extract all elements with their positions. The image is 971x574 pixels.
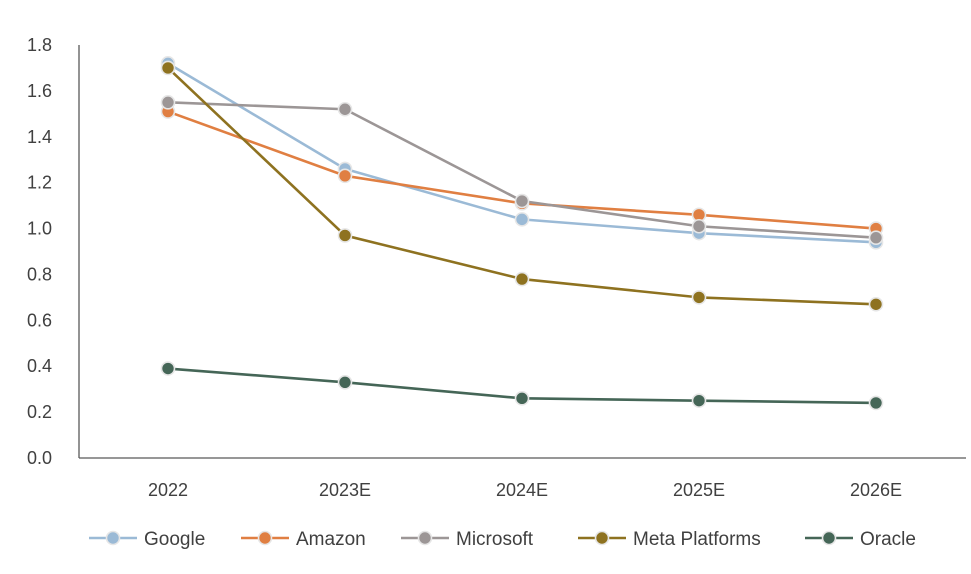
x-tick-label: 2026E <box>850 480 902 500</box>
data-point-microsoft <box>160 95 176 110</box>
legend-label: Amazon <box>296 529 366 550</box>
legend-swatch-marker <box>105 530 121 546</box>
y-tick-label: 1.6 <box>27 81 52 101</box>
legend-item-microsoft: Microsoft <box>401 529 534 550</box>
legend-swatch-marker <box>821 530 837 546</box>
y-tick-label: 0.0 <box>27 448 52 468</box>
y-tick-label: 0.4 <box>27 356 52 376</box>
legend-item-amazon: Amazon <box>241 529 366 550</box>
data-point-google <box>514 212 530 227</box>
y-tick-label: 1.0 <box>27 219 52 239</box>
data-point-meta-platforms <box>337 228 353 243</box>
data-point-microsoft <box>514 193 530 209</box>
legend-label: Microsoft <box>456 529 534 550</box>
legend-swatch-marker <box>257 530 273 546</box>
x-tick-label: 2024E <box>496 480 548 500</box>
data-point-oracle <box>691 393 707 408</box>
legend-label: Oracle <box>860 529 916 550</box>
y-tick-label: 1.8 <box>27 35 52 55</box>
x-tick-label: 2022 <box>148 480 188 500</box>
data-point-meta-platforms <box>868 296 884 312</box>
y-tick-label: 0.2 <box>27 402 52 422</box>
data-point-meta-platforms <box>160 60 176 76</box>
legend-item-oracle: Oracle <box>805 529 916 550</box>
legend-item-google: Google <box>89 529 205 550</box>
series-group <box>160 56 884 411</box>
data-point-oracle <box>337 374 353 390</box>
series-line-meta-platforms <box>167 67 877 306</box>
legend: Google Amazon Microsoft Meta Platforms Oracl… <box>89 529 916 550</box>
legend-swatch-marker <box>594 530 610 546</box>
legend-item-meta-platforms: Meta Platforms <box>578 529 761 550</box>
data-point-microsoft <box>337 101 353 117</box>
y-tick-label: 0.8 <box>27 264 52 284</box>
data-point-meta-platforms <box>514 271 530 287</box>
data-point-oracle <box>868 395 884 411</box>
data-point-oracle <box>160 361 176 376</box>
x-tick-label: 2025E <box>673 480 725 500</box>
data-point-microsoft <box>868 230 884 246</box>
legend-label: Meta Platforms <box>633 529 761 550</box>
y-tick-label: 1.4 <box>27 127 52 147</box>
y-tick-label: 1.2 <box>27 173 52 193</box>
data-point-amazon <box>337 168 353 184</box>
axes: 0.0 0.2 0.4 0.6 0.8 1.0 1.2 1.4 1.6 1.8 2022 2023E 2… <box>27 35 966 500</box>
x-tick-label: 2023E <box>319 480 371 500</box>
data-point-microsoft <box>691 218 707 234</box>
data-point-meta-platforms <box>691 290 707 305</box>
legend-swatch-marker <box>417 530 433 546</box>
y-tick-label: 0.6 <box>27 310 52 330</box>
legend-label: Google <box>144 529 205 550</box>
data-point-oracle <box>514 391 530 406</box>
